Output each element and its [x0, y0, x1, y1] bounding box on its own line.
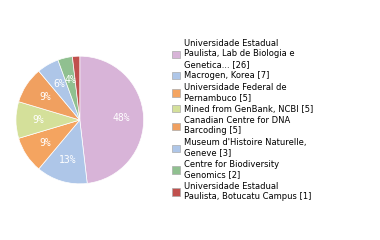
Wedge shape: [39, 60, 80, 120]
Text: 9%: 9%: [32, 115, 44, 125]
Text: 13%: 13%: [59, 155, 77, 165]
Wedge shape: [80, 56, 144, 183]
Text: 9%: 9%: [39, 138, 51, 148]
Wedge shape: [19, 120, 80, 169]
Text: 9%: 9%: [39, 92, 51, 102]
Wedge shape: [19, 71, 80, 120]
Legend: Universidade Estadual
Paulista, Lab de Biologia e
Genetica... [26], Macrogen, Ko: Universidade Estadual Paulista, Lab de B…: [172, 39, 314, 201]
Wedge shape: [58, 57, 80, 120]
Wedge shape: [72, 56, 80, 120]
Wedge shape: [16, 102, 80, 138]
Text: 4%: 4%: [64, 75, 76, 85]
Text: 48%: 48%: [112, 113, 130, 123]
Wedge shape: [39, 120, 87, 184]
Text: 6%: 6%: [53, 79, 65, 89]
